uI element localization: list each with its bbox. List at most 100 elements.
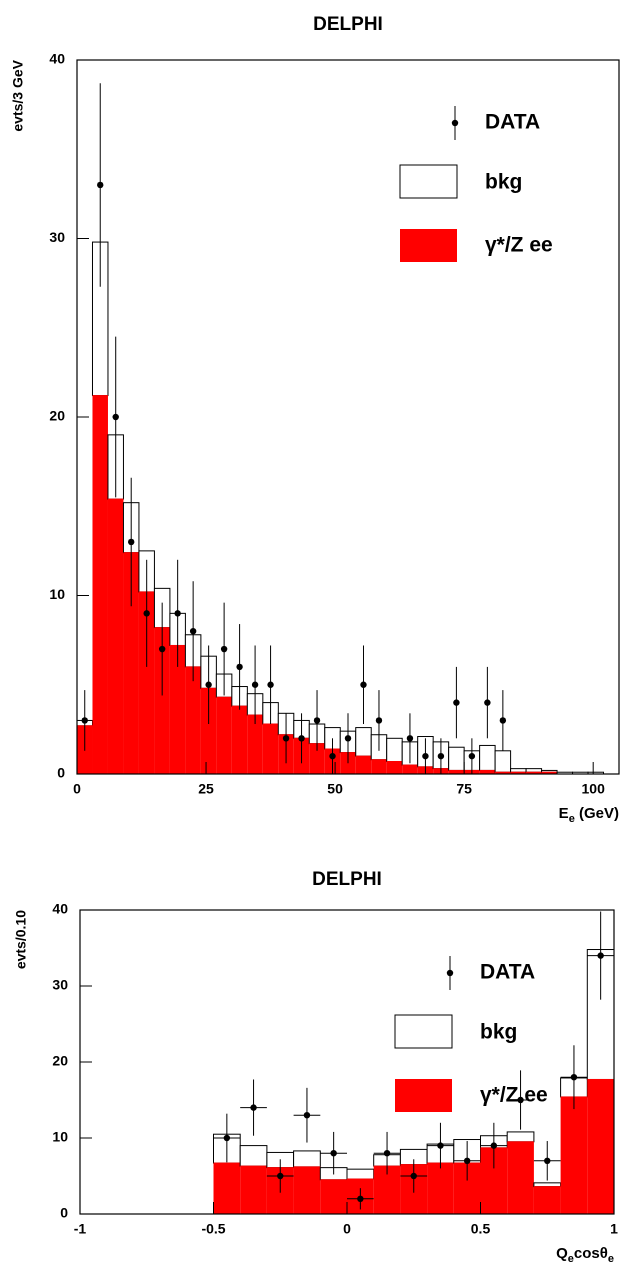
data-point	[360, 681, 367, 688]
signal-bar	[92, 395, 108, 774]
panel: DELPHI evts/3 GeV 0 10 20 30 40 0 25 50 75 100 Ee (G…	[10, 14, 620, 825]
legend-label: γ*/Z ee	[485, 234, 553, 257]
signal-bar	[231, 705, 248, 774]
x-axis-label: Qecosθe	[556, 1245, 614, 1265]
x-axis-label-part: (GeV)	[575, 805, 619, 822]
bkg-bar	[346, 1168, 375, 1180]
data-point	[298, 735, 305, 742]
data-point	[267, 681, 274, 688]
data-point	[463, 1157, 471, 1165]
data-point	[330, 1150, 337, 1157]
x-axis-label-part: cosθ	[574, 1245, 608, 1262]
signal-bar	[402, 764, 418, 774]
data-point	[251, 681, 259, 688]
y-tick-label: 20	[52, 1053, 68, 1069]
y-tick-label: 40	[49, 51, 65, 67]
data-point	[499, 717, 507, 724]
x-tick-label: 0	[343, 1221, 351, 1237]
signal-bar	[320, 1179, 347, 1214]
bkg-bar	[506, 1131, 535, 1143]
data-point	[189, 628, 197, 635]
data-point	[468, 752, 476, 760]
bkg-bar	[510, 768, 527, 773]
x-axis-label-part: e	[608, 1253, 614, 1265]
signal-bar	[510, 771, 527, 774]
signal-bar	[427, 1162, 454, 1214]
data-point	[236, 663, 243, 671]
data-point	[303, 1112, 311, 1119]
data-point	[313, 717, 321, 724]
data-point	[277, 1172, 284, 1180]
signal-bar	[154, 627, 170, 774]
x-axis-label-part: E	[559, 805, 569, 822]
signal-bar	[495, 771, 511, 774]
y-tick-label: 20	[49, 408, 65, 424]
data-point	[282, 735, 290, 742]
x-axis-label-part: Q	[556, 1245, 568, 1262]
bkg-bar	[386, 737, 403, 763]
data-point	[437, 752, 445, 760]
x-axis-label-part: e	[569, 813, 575, 825]
bkg-bar	[479, 744, 496, 771]
data-point	[490, 1142, 498, 1149]
x-tick-label: 25	[198, 781, 214, 797]
signal-bar	[138, 591, 155, 774]
data-point	[484, 699, 491, 706]
bkg-bar	[533, 1182, 562, 1188]
signal-bar	[169, 644, 186, 774]
data-point	[357, 1195, 364, 1203]
legend-data-marker	[451, 119, 459, 127]
y-tick-label: 10	[49, 586, 65, 602]
data-point	[205, 681, 212, 688]
data-point	[158, 645, 166, 653]
y-tick-label: 40	[52, 901, 68, 917]
x-tick-label: 100	[582, 781, 606, 797]
signal-bar	[309, 743, 325, 774]
x-tick-label: 1	[610, 1221, 618, 1237]
y-tick-label: 30	[52, 977, 68, 993]
legend-label: DATA	[480, 961, 535, 984]
data-point	[329, 752, 336, 760]
signal-bar	[107, 498, 124, 774]
signal-bar	[293, 1166, 321, 1214]
chart-title: DELPHI	[313, 14, 383, 35]
signal-bar	[526, 771, 542, 774]
signal-bar	[200, 687, 217, 774]
signal-bar	[240, 1165, 267, 1214]
signal-bar	[123, 552, 139, 774]
signal-bar	[247, 714, 263, 774]
data-point	[143, 610, 150, 617]
y-tick-label: 10	[52, 1129, 68, 1145]
bkg-bar	[525, 768, 543, 773]
data-point	[570, 1074, 578, 1081]
x-tick-label: -0.5	[201, 1221, 225, 1237]
x-tick-label: 50	[327, 781, 343, 797]
bkg-bar	[293, 1150, 321, 1168]
y-tick-label: 0	[57, 765, 65, 781]
signal-bar	[185, 666, 201, 774]
x-tick-label: 0	[73, 781, 81, 797]
data-point	[383, 1150, 391, 1157]
chart-title: DELPHI	[312, 869, 382, 890]
signal-bar	[533, 1186, 561, 1214]
legend-label: DATA	[485, 111, 540, 134]
data-point	[375, 717, 383, 724]
x-tick-label: 75	[456, 781, 472, 797]
x-tick-label: 0.5	[471, 1221, 491, 1237]
x-axis-label-part: e	[568, 1253, 574, 1265]
data-point	[422, 752, 429, 760]
signal-bar	[560, 1096, 588, 1214]
signal-bar	[213, 1162, 241, 1214]
data-point	[128, 538, 135, 546]
legend-label: bkg	[480, 1021, 517, 1044]
data-point	[97, 181, 104, 189]
x-tick-label: -1	[74, 1221, 87, 1237]
data-point	[344, 735, 352, 742]
data-point	[410, 1172, 417, 1180]
signal-bar	[507, 1141, 534, 1214]
data-point	[112, 413, 119, 421]
bkg-bar	[448, 746, 465, 771]
data-point	[223, 1134, 231, 1142]
